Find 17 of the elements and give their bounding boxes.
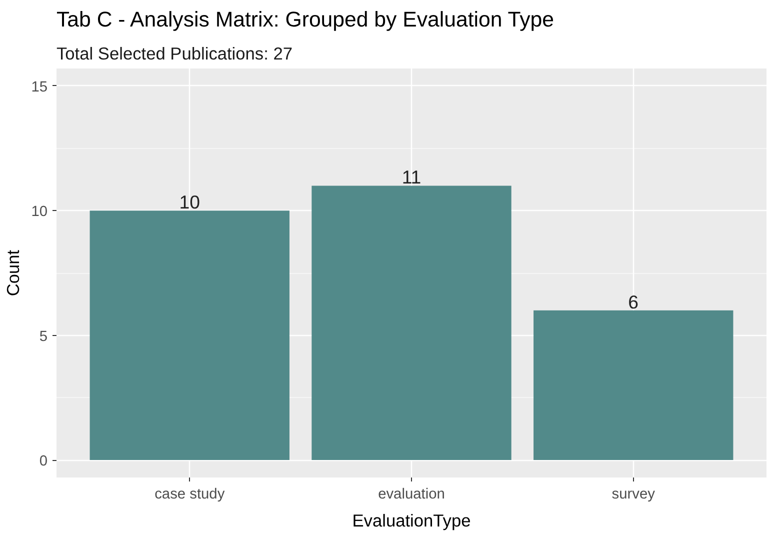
data-label: 11 — [402, 166, 422, 188]
x-tick-label: survey — [612, 486, 656, 502]
x-tick-label: evaluation — [378, 486, 445, 502]
bar — [90, 210, 290, 460]
chart-subtitle: Total Selected Publications: 27 — [56, 44, 293, 64]
x-tick-label: case study — [154, 486, 226, 502]
y-tick-label: 0 — [39, 454, 48, 470]
y-axis-title: Count — [3, 250, 24, 296]
data-label: 10 — [179, 192, 200, 213]
y-tick-label: 15 — [31, 79, 48, 96]
bar — [312, 186, 512, 460]
x-axis-title: EvaluationType — [352, 510, 471, 530]
y-tick-label: 10 — [31, 204, 48, 220]
chart-title: Tab C - Analysis Matrix: Grouped by Evaluation Type — [56, 8, 554, 32]
data-label: 6 — [628, 291, 639, 312]
bar — [534, 310, 734, 460]
y-tick-label: 5 — [39, 328, 48, 345]
